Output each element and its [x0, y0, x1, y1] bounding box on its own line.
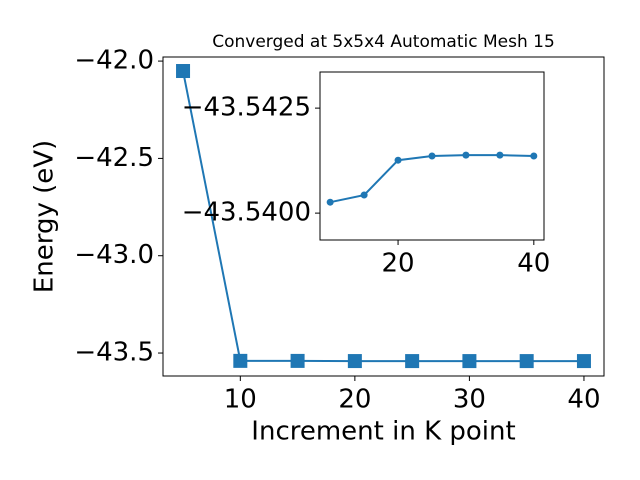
x-tick-label: 40 [567, 385, 600, 415]
axes-frame [319, 71, 545, 241]
x-tick-label: 20 [338, 385, 371, 415]
marker [347, 354, 362, 369]
x-tick-label: 20 [382, 249, 415, 279]
marker [428, 152, 436, 160]
x-tick-label: 10 [224, 385, 257, 415]
y-tick-label: −43.5 [74, 338, 154, 368]
y-axis-label: Energy (eV) [30, 140, 60, 293]
marker [462, 354, 477, 369]
marker [326, 198, 334, 206]
marker [394, 156, 402, 164]
marker [176, 64, 191, 79]
x-tick-label: 40 [517, 249, 550, 279]
x-axis-label: Increment in K point [251, 417, 515, 447]
marker [360, 191, 368, 199]
x-tick-label: 30 [453, 385, 486, 415]
y-tick-label: −43.5425 [182, 93, 311, 123]
marker [290, 353, 305, 368]
marker [233, 353, 248, 368]
chart-title: Converged at 5x5x4 Automatic Mesh 15 [212, 32, 555, 52]
marker [576, 354, 591, 369]
marker [519, 354, 534, 369]
marker [405, 354, 420, 369]
axes-frame [162, 56, 605, 377]
y-tick-label: −42.0 [74, 46, 154, 76]
marker [462, 151, 470, 159]
marker [496, 151, 504, 159]
y-tick-label: −42.5 [74, 143, 154, 173]
y-tick-label: −43.0 [74, 240, 154, 270]
marker [530, 152, 538, 160]
series-line [182, 70, 584, 363]
y-tick-label: −43.5400 [182, 198, 311, 228]
